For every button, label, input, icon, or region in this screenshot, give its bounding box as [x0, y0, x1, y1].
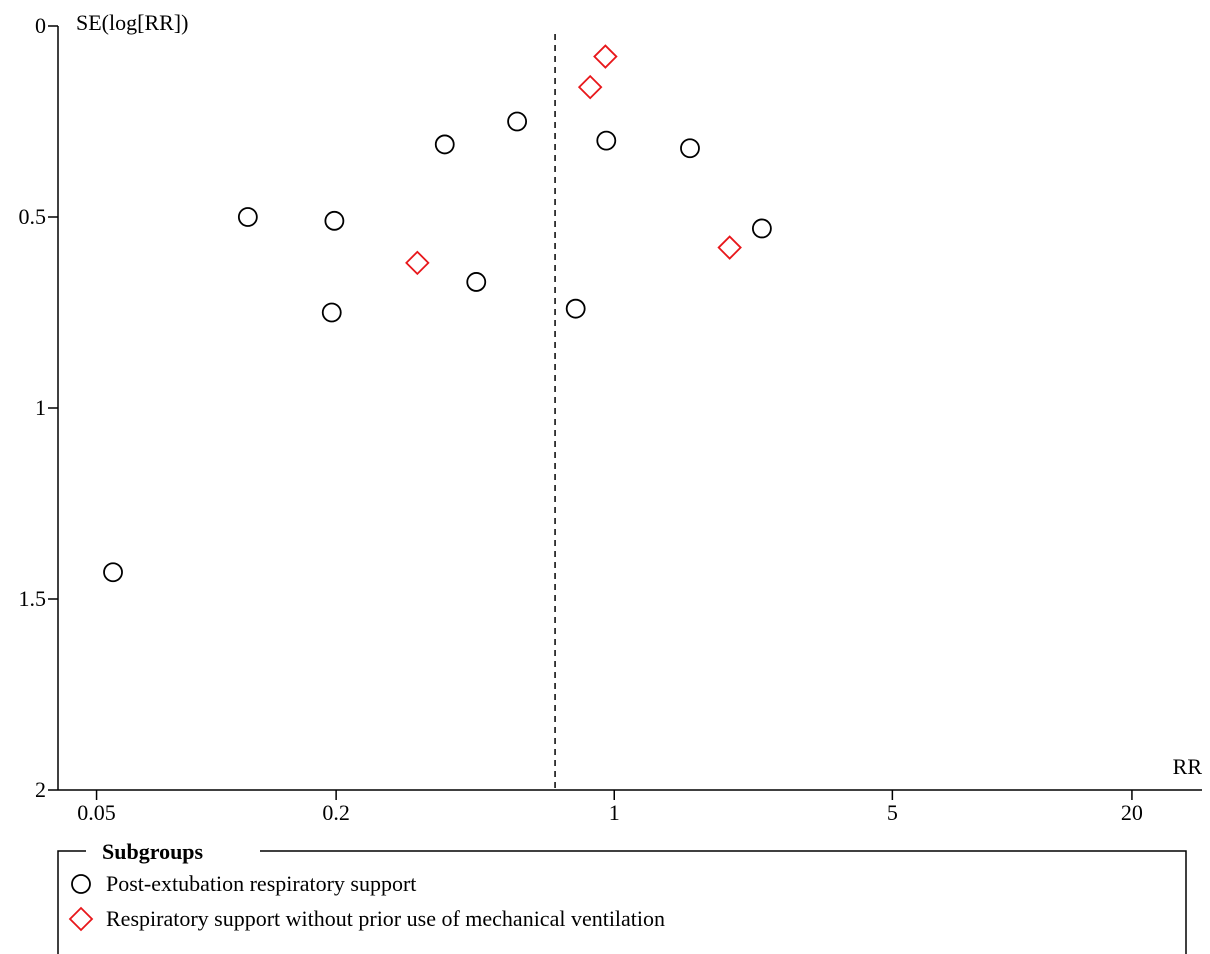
data-point-circle — [751, 218, 772, 239]
axes: 0 0.5 1 1.5 2 0.05 0.2 1 5 20 SE(log[RR]) RR — [19, 10, 1203, 825]
data-point-circle — [680, 138, 700, 159]
legend-items: Post-extubation respiratory support Respi… — [68, 871, 665, 932]
y-tick-label: 0.5 — [19, 204, 47, 229]
x-tick-label: 0.05 — [77, 800, 116, 825]
legend-item-label: Post-extubation respiratory support — [106, 871, 416, 896]
legend-circle-icon — [71, 874, 91, 894]
data-point-circle — [466, 272, 487, 292]
data-point-diamond — [405, 250, 430, 276]
y-tick-label: 0 — [35, 13, 46, 38]
data-point-diamond — [593, 44, 618, 69]
x-tick-label: 5 — [887, 800, 898, 825]
x-tick-label: 1 — [609, 800, 620, 825]
legend-frame — [57, 850, 1187, 954]
y-tick-label: 1 — [35, 395, 46, 420]
y-axis-title: SE(log[RR]) — [76, 10, 188, 35]
data-point-circle — [321, 302, 342, 323]
legend-title: Subgroups — [102, 839, 204, 864]
legend-diamond-icon — [68, 906, 94, 932]
data-point-circle — [103, 562, 123, 583]
data-point-circle — [596, 130, 617, 151]
x-tick-label: 20 — [1121, 800, 1143, 825]
data-point-circle — [237, 207, 258, 227]
data-point-circle — [434, 134, 455, 155]
legend-item-label: Respiratory support without prior use of… — [106, 906, 665, 931]
y-tick-label: 2 — [35, 777, 46, 802]
y-tick-label: 1.5 — [19, 586, 47, 611]
data-point-circle — [324, 210, 345, 231]
data-marks — [103, 44, 772, 583]
data-point-circle — [507, 111, 528, 132]
legend: Subgroups Post-extubation respiratory su… — [57, 839, 1187, 954]
data-point-circle — [565, 298, 586, 319]
x-axis-title: RR — [1173, 754, 1203, 779]
data-point-diamond — [717, 235, 742, 260]
x-tick-label: 0.2 — [322, 800, 350, 825]
data-point-diamond — [577, 74, 603, 100]
